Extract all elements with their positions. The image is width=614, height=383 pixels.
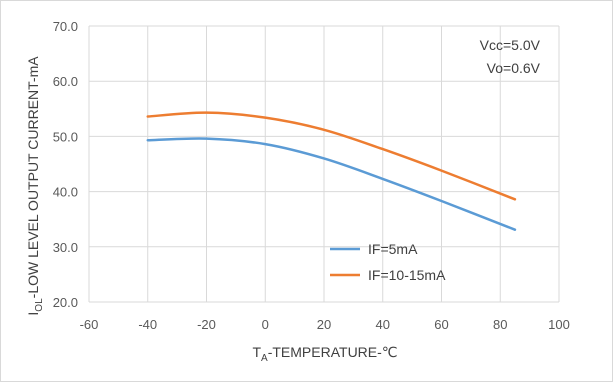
y-tick-label: 70.0 xyxy=(53,19,78,34)
x-axis-title-sub: A xyxy=(261,353,268,364)
y-axis-title-rest: -LOW LEVEL OUTPUT CURRENT-mA xyxy=(25,56,41,299)
y-axis-title-main: I xyxy=(25,312,41,316)
y-axis-title-sub: OL xyxy=(34,298,45,312)
x-axis-ticks: -60 -40 -20 0 20 40 60 80 100 xyxy=(80,317,570,332)
x-tick-label: 100 xyxy=(548,317,570,332)
annotation-vo: Vo=0.6V xyxy=(487,60,541,76)
x-tick-label: 60 xyxy=(434,317,448,332)
y-axis-title: IOL-LOW LEVEL OUTPUT CURRENT-mA xyxy=(25,56,45,316)
y-tick-label: 30.0 xyxy=(53,240,78,255)
series-line-0 xyxy=(146,137,517,231)
legend: IF=5mA IF=10-15mA xyxy=(330,241,446,283)
y-tick-label: 40.0 xyxy=(53,185,78,200)
y-tick-label: 60.0 xyxy=(53,74,78,89)
grid-lines xyxy=(88,25,560,303)
legend-label-if-5ma: IF=5mA xyxy=(368,241,418,257)
series-line-1 xyxy=(146,111,517,201)
x-tick-label: -40 xyxy=(138,317,157,332)
y-tick-label: 20.0 xyxy=(53,295,78,310)
x-tick-label: 20 xyxy=(317,317,331,332)
series-layer xyxy=(146,111,517,231)
x-axis-title-main: T xyxy=(252,344,261,360)
y-tick-label: 50.0 xyxy=(53,129,78,144)
x-tick-label: 80 xyxy=(493,317,507,332)
legend-label-if-10-15ma: IF=10-15mA xyxy=(368,267,446,283)
x-tick-label: -60 xyxy=(80,317,99,332)
x-axis-title: TA-TEMPERATURE-℃ xyxy=(252,344,397,364)
x-tick-label: 40 xyxy=(376,317,390,332)
x-axis-title-rest: -TEMPERATURE-℃ xyxy=(268,344,398,360)
y-axis-ticks: 20.0 30.0 40.0 50.0 60.0 70.0 xyxy=(53,19,78,310)
x-tick-label: -20 xyxy=(197,317,216,332)
annotation-vcc: Vcc=5.0V xyxy=(480,37,541,53)
x-tick-label: 0 xyxy=(262,317,269,332)
